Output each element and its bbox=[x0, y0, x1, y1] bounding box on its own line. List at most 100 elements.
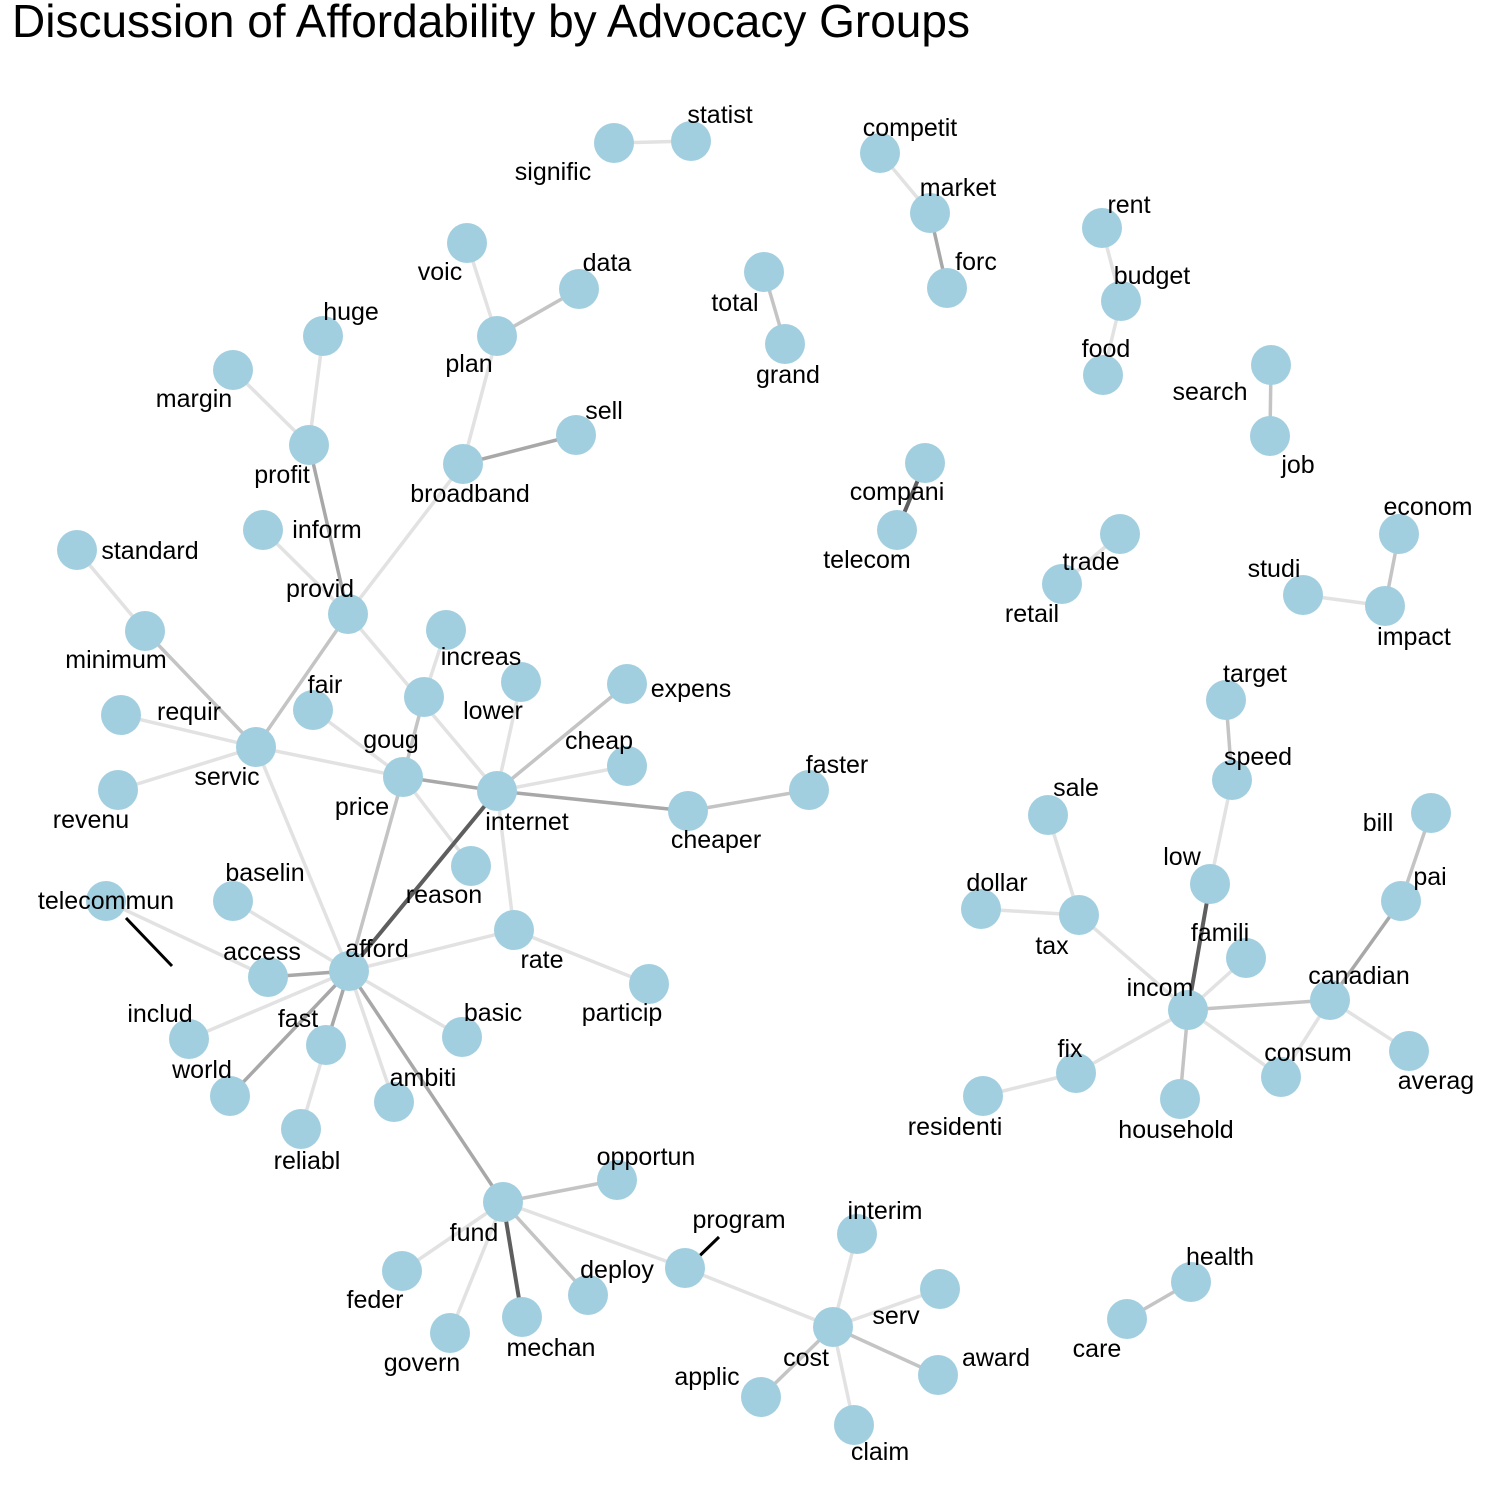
node-budget bbox=[1101, 281, 1141, 321]
node-claim bbox=[834, 1405, 874, 1445]
node-label-speed: speed bbox=[1224, 743, 1292, 771]
node-award bbox=[918, 1355, 958, 1395]
node-label-impact: impact bbox=[1377, 623, 1451, 651]
node-label-cheap: cheap bbox=[565, 727, 633, 755]
node-label-rate: rate bbox=[520, 946, 563, 974]
node-label-pai: pai bbox=[1413, 863, 1446, 891]
node-label-compani: compani bbox=[850, 478, 945, 506]
edge-pai-canadian bbox=[1328, 899, 1403, 1002]
node-label-telecommun: telecommun bbox=[38, 887, 174, 915]
node-label-studi: studi bbox=[1248, 555, 1301, 583]
edge-tax-incom bbox=[1077, 913, 1190, 1012]
edge-includ-afford bbox=[187, 969, 351, 1041]
node-feder bbox=[382, 1251, 422, 1291]
node-bill bbox=[1411, 793, 1451, 833]
node-label-faster: faster bbox=[806, 751, 869, 779]
node-cost bbox=[813, 1307, 853, 1347]
edge-baselin-afford bbox=[231, 899, 351, 973]
node-opportun bbox=[597, 1160, 637, 1200]
node-lower bbox=[501, 662, 541, 702]
node-label-total: total bbox=[711, 289, 758, 317]
node-label-includ: includ bbox=[127, 1000, 192, 1028]
node-label-job: job bbox=[1280, 451, 1314, 479]
node-food bbox=[1083, 355, 1123, 395]
node-averag bbox=[1389, 1031, 1429, 1071]
edge-minimum-servic bbox=[143, 629, 258, 749]
node-label-competit: competit bbox=[863, 114, 958, 142]
node-label-trade: trade bbox=[1063, 548, 1120, 576]
node-health bbox=[1171, 1262, 1211, 1302]
node-label-cheaper: cheaper bbox=[671, 826, 761, 854]
node-label-econom: econom bbox=[1384, 493, 1473, 521]
node-cheaper bbox=[668, 791, 708, 831]
node-label-health: health bbox=[1186, 1243, 1254, 1271]
node-ambiti bbox=[374, 1082, 414, 1122]
node-impact bbox=[1365, 586, 1405, 626]
node-label-expens: expens bbox=[651, 675, 732, 703]
node-label-inform: inform bbox=[292, 516, 361, 544]
node-reason bbox=[451, 846, 491, 886]
node-afford bbox=[329, 951, 369, 991]
edge-requir-servic bbox=[119, 713, 258, 749]
node-label-fair: fair bbox=[308, 671, 343, 699]
node-label-grand: grand bbox=[756, 361, 820, 389]
node-label-baselin: baselin bbox=[225, 859, 304, 887]
node-label-retail: retail bbox=[1005, 600, 1059, 628]
edge-afford-world bbox=[228, 969, 351, 1098]
node-incom bbox=[1168, 990, 1208, 1030]
node-label-canadian: canadian bbox=[1308, 962, 1409, 990]
node-label-goug: goug bbox=[363, 726, 419, 754]
node-label-revenu: revenu bbox=[53, 806, 129, 834]
node-label-increas: increas bbox=[441, 643, 522, 671]
node-rate bbox=[494, 910, 534, 950]
node-market bbox=[910, 193, 950, 233]
node-access bbox=[248, 957, 288, 997]
node-minimum bbox=[125, 611, 165, 651]
node-label-broadband: broadband bbox=[410, 480, 530, 508]
node-job bbox=[1250, 416, 1290, 456]
edge-internet-rate bbox=[495, 789, 516, 932]
node-label-telecom: telecom bbox=[823, 546, 911, 574]
node-label-feder: feder bbox=[347, 1286, 404, 1314]
edge-low-incom bbox=[1186, 882, 1212, 1012]
node-label-lower: lower bbox=[463, 697, 523, 725]
node-label-fix: fix bbox=[1058, 1035, 1084, 1063]
node-label-applic: applic bbox=[674, 1363, 739, 1391]
node-label-margin: margin bbox=[156, 385, 232, 413]
node-label-tax: tax bbox=[1035, 932, 1069, 960]
edge-price-afford bbox=[347, 775, 405, 973]
node-search bbox=[1251, 345, 1291, 385]
edge-program-cost bbox=[683, 1266, 835, 1329]
node-standard bbox=[57, 530, 97, 570]
node-revenu bbox=[98, 770, 138, 810]
node-price bbox=[383, 757, 423, 797]
node-sell bbox=[556, 415, 596, 455]
node-servic bbox=[236, 727, 276, 767]
node-label-program: program bbox=[692, 1206, 785, 1234]
edge-provid-servic bbox=[254, 612, 350, 749]
node-increas bbox=[426, 610, 466, 650]
node-label-care: care bbox=[1073, 1335, 1122, 1363]
node-speed bbox=[1212, 760, 1252, 800]
node-label-access: access bbox=[223, 938, 301, 966]
edge-profit-provid bbox=[307, 443, 350, 616]
node-label-requir: requir bbox=[157, 698, 221, 726]
node-label-famili: famili bbox=[1191, 919, 1249, 947]
node-label-low: low bbox=[1163, 843, 1201, 871]
node-requir bbox=[101, 695, 141, 735]
node-label-signific: signific bbox=[515, 158, 591, 186]
node-total bbox=[744, 252, 784, 292]
page-title: Discussion of Affordability by Advocacy … bbox=[12, 0, 970, 47]
node-label-deploy: deploy bbox=[580, 1256, 654, 1284]
node-household bbox=[1160, 1079, 1200, 1119]
node-label-budget: budget bbox=[1114, 262, 1191, 290]
node-label-huge: huge bbox=[323, 298, 379, 326]
edge-internet-cheaper bbox=[495, 789, 690, 813]
node-label-sale: sale bbox=[1053, 774, 1099, 802]
node-grand bbox=[765, 324, 805, 364]
node-profit bbox=[289, 425, 329, 465]
edge-revenu-servic bbox=[116, 745, 258, 792]
node-mechan bbox=[502, 1297, 542, 1337]
node-includ bbox=[169, 1019, 209, 1059]
